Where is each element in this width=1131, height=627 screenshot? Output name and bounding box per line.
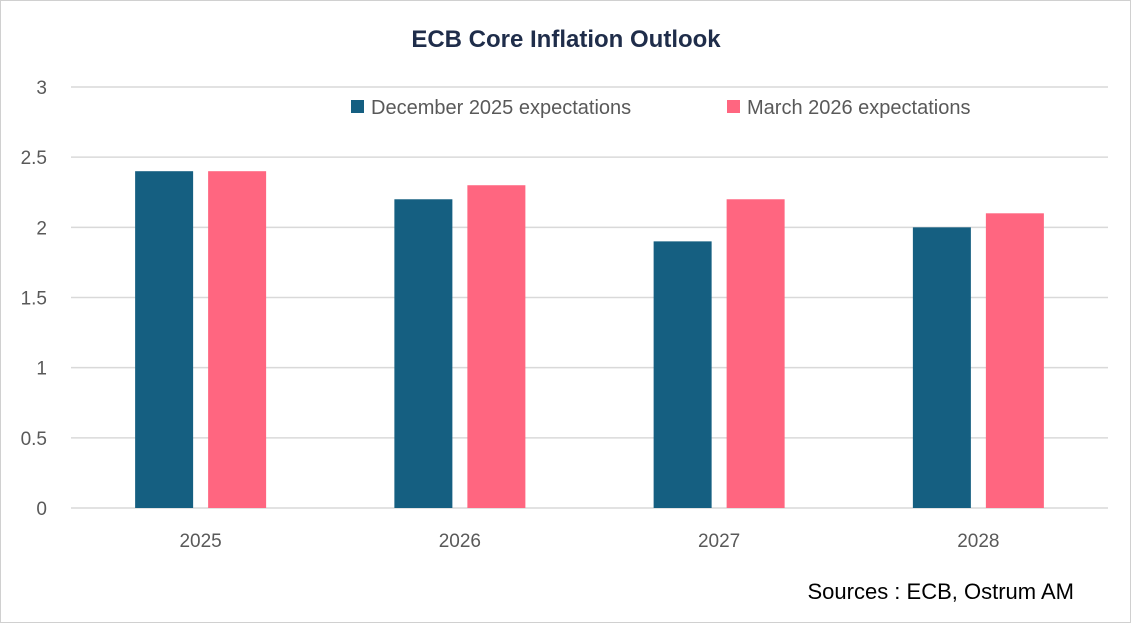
x-tick-label: 2028 xyxy=(957,531,999,552)
legend-label: December 2025 expectations xyxy=(371,97,631,119)
y-tick-label: 3 xyxy=(36,78,47,99)
y-tick-label: 1.5 xyxy=(21,289,47,310)
y-tick-label: 1 xyxy=(36,359,47,380)
source-note: Sources : ECB, Ostrum AM xyxy=(807,579,1074,604)
bar-march-2026 xyxy=(467,185,526,508)
bar-march-2025 xyxy=(208,171,267,508)
x-tick-label: 2026 xyxy=(439,531,481,552)
x-tick-label: 2027 xyxy=(698,531,740,552)
legend-swatch xyxy=(727,100,740,113)
x-tick-label: 2025 xyxy=(179,531,221,552)
y-tick-label: 0.5 xyxy=(21,429,47,450)
bar-december-2027 xyxy=(653,241,712,508)
bar-december-2026 xyxy=(394,199,453,508)
y-tick-label: 2.5 xyxy=(21,148,47,169)
y-tick-label: 2 xyxy=(36,218,47,239)
bar-march-2027 xyxy=(726,199,785,508)
bar-december-2028 xyxy=(912,227,971,509)
y-tick-label: 0 xyxy=(36,499,47,520)
chart-title: ECB Core Inflation Outlook xyxy=(411,26,721,53)
bar-december-2025 xyxy=(135,171,194,508)
bar-march-2028 xyxy=(985,213,1044,509)
legend-swatch xyxy=(351,100,364,113)
legend-label: March 2026 expectations xyxy=(747,97,970,119)
